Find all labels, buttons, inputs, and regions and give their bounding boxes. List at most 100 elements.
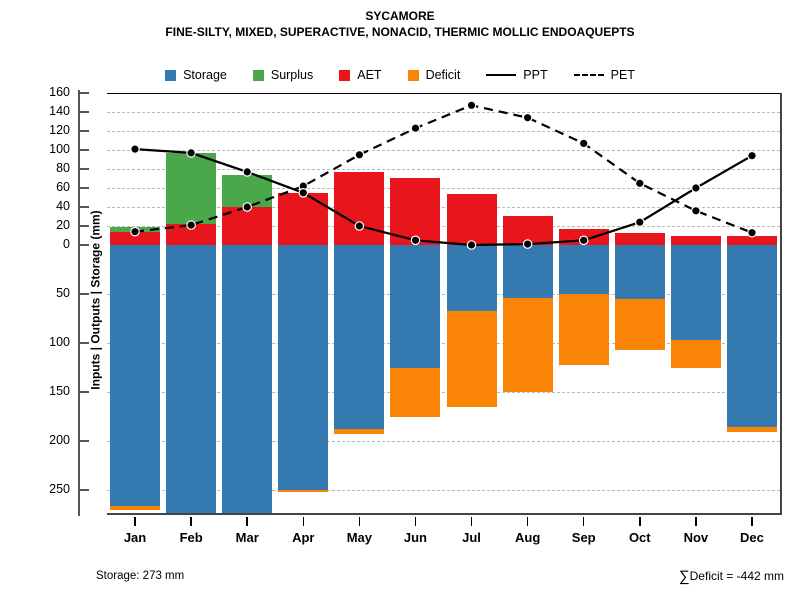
bar-upper-may (334, 171, 385, 245)
x-tick-label-jun: Jun (403, 530, 428, 545)
legend-item-storage[interactable]: Storage (165, 68, 227, 82)
bar-lower-apr (278, 245, 329, 492)
bar-upper-dec (726, 235, 777, 245)
legend-item-ppt[interactable]: PPT (486, 68, 548, 82)
bar-lower-aug (502, 245, 553, 392)
sigma-icon: ∑ (678, 568, 690, 585)
y-tick-label-lower: 250 (49, 482, 70, 496)
legend-item-aet[interactable]: AET (339, 68, 382, 82)
aet-segment (110, 231, 161, 245)
bar-lower-oct (614, 245, 665, 350)
ppt-point (747, 150, 757, 161)
x-tick-mark (470, 517, 473, 526)
x-tick-label-oct: Oct (628, 530, 651, 545)
title-line-2: FINE-SILTY, MIXED, SUPERACTIVE, NONACID,… (165, 25, 635, 39)
y-tick-label-lower: 100 (49, 335, 70, 349)
ppt-point (522, 239, 533, 249)
y-tick-mark (80, 168, 89, 170)
y-tick-mark (80, 111, 89, 113)
dashed-line-icon (573, 74, 604, 76)
bar-lower-jun (390, 245, 441, 417)
legend-label: Surplus (270, 68, 314, 82)
legend-label: Deficit (425, 68, 461, 82)
ppt-point (130, 144, 140, 154)
legend-label: PPT (523, 68, 548, 82)
deficit-segment (726, 427, 777, 433)
x-tick-label-mar: Mar (235, 530, 259, 545)
y-axis-spine (78, 90, 80, 516)
legend-item-pet[interactable]: PET (573, 68, 635, 82)
x-tick-mark (134, 517, 136, 526)
gridline (107, 150, 780, 151)
y-tick-label-upper: 120 (49, 123, 70, 137)
gridline (107, 226, 780, 227)
chart-legend: Storage Surplus AET Deficit PPT PET (0, 68, 800, 82)
pet-point (466, 100, 477, 111)
ppt-line (134, 148, 753, 247)
pet-point (691, 206, 701, 216)
y-tick-mark (80, 149, 89, 151)
aet-segment (446, 193, 497, 245)
x-tick-mark (639, 517, 641, 526)
bar-upper-jun (390, 177, 441, 245)
y-tick-label-upper: 100 (49, 142, 70, 156)
y-tick-mark (80, 225, 89, 227)
deficit-segment (390, 368, 441, 417)
y-tick-mark (80, 391, 89, 393)
aet-segment (334, 171, 385, 245)
pet-point (522, 112, 533, 123)
bar-lower-feb (166, 245, 217, 513)
square-swatch-icon (407, 69, 419, 81)
y-tick-mark (80, 206, 89, 208)
aet-segment (670, 235, 721, 245)
bar-lower-jan (110, 245, 161, 510)
legend-item-surplus[interactable]: Surplus (252, 68, 314, 82)
gridline (107, 207, 780, 208)
y-tick-mark (80, 440, 89, 442)
pet-point (242, 202, 252, 212)
deficit-segment (670, 340, 721, 368)
pet-line (134, 104, 753, 234)
deficit-total-label: ∑Deficit = -442 mm (679, 568, 784, 585)
pet-point (578, 138, 589, 149)
deficit-total-text: Deficit = -442 mm (689, 569, 784, 583)
y-tick-mark (80, 187, 89, 189)
legend-item-deficit[interactable]: Deficit (407, 68, 461, 82)
pet-point (747, 227, 757, 238)
bar-upper-feb (166, 152, 217, 245)
deficit-segment (334, 429, 385, 435)
y-tick-mark (80, 130, 89, 132)
x-tick-mark (358, 517, 361, 526)
x-tick-label-may: May (346, 530, 373, 545)
bar-lower-dec (726, 245, 777, 433)
ppt-point (578, 235, 589, 246)
y-tick-mark (80, 293, 89, 295)
bar-upper-nov (670, 235, 721, 245)
y-axis-label: Inputs | Outputs | Storage (mm) (88, 210, 103, 390)
deficit-segment (446, 310, 497, 407)
x-tick-mark (414, 517, 417, 526)
aet-segment (726, 235, 777, 245)
ppt-point (691, 183, 701, 193)
bar-upper-oct (614, 232, 665, 245)
pet-point (634, 178, 645, 189)
x-tick-mark (246, 517, 248, 526)
x-tick-label-dec: Dec (740, 530, 764, 545)
chart-title: SYCAMORE FINE-SILTY, MIXED, SUPERACTIVE,… (0, 8, 800, 40)
zero-baseline (107, 93, 780, 94)
x-tick-mark (190, 517, 192, 526)
plot-right-border (780, 93, 782, 515)
ppt-point (242, 167, 252, 177)
pet-point (354, 149, 365, 160)
x-tick-mark (751, 517, 753, 526)
legend-label: AET (357, 68, 382, 82)
x-tick-label-jul: Jul (462, 530, 481, 545)
square-swatch-icon (339, 69, 351, 81)
y-tick-mark (80, 244, 89, 246)
gridline (107, 131, 780, 132)
x-tick-label-nov: Nov (683, 530, 709, 545)
pet-point (410, 123, 421, 133)
gridline (107, 112, 780, 113)
x-tick-mark (526, 517, 529, 526)
surplus-segment (222, 174, 273, 207)
